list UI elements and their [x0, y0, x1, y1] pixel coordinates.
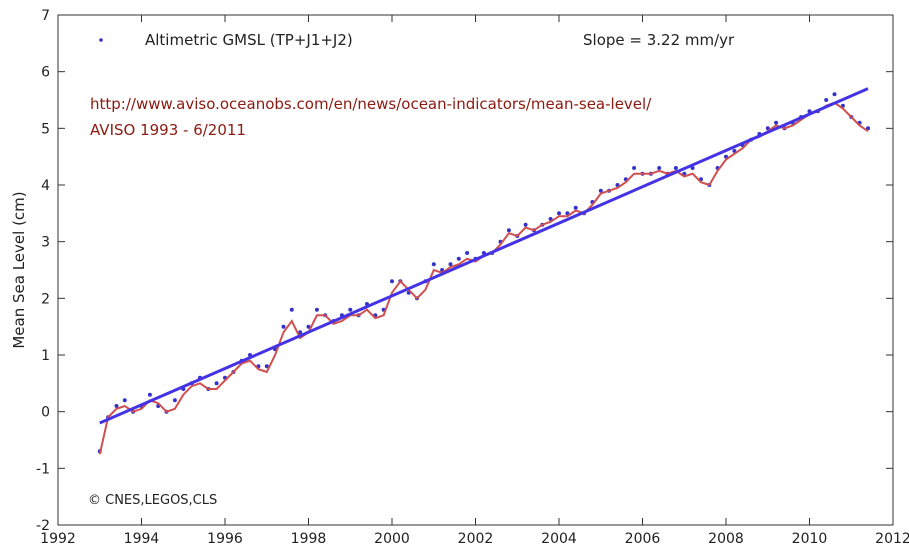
data-point: [523, 222, 528, 227]
x-tick-label: 2004: [541, 531, 577, 547]
data-point: [214, 381, 219, 386]
data-point: [866, 126, 870, 131]
data-point: [172, 398, 177, 403]
y-tick-label: 1: [41, 348, 50, 364]
y-tick-label: 4: [41, 178, 50, 194]
data-point: [824, 98, 829, 102]
y-tick-label: 7: [41, 8, 50, 24]
y-tick-label: 5: [41, 121, 50, 137]
x-tick-label: 2006: [625, 531, 661, 547]
y-tick-label: 0: [41, 405, 50, 421]
x-tick-label: 1996: [207, 531, 243, 547]
data-point: [573, 205, 578, 210]
legend-marker: [99, 38, 103, 42]
x-tick-label: 2012: [875, 531, 909, 547]
slope-annotation: Slope = 3.22 mm/yr: [583, 31, 735, 49]
data-point: [122, 398, 127, 403]
smoothed-series-line: [98, 101, 869, 455]
data-point: [456, 256, 461, 261]
data-point: [657, 166, 662, 170]
x-tick-label: 2002: [458, 531, 494, 547]
data-point: [348, 307, 353, 312]
x-tick-label: 2008: [708, 531, 744, 547]
data-point: [289, 307, 294, 312]
data-point: [598, 188, 603, 193]
legend-label: Altimetric GMSL (TP+J1+J2): [145, 31, 353, 49]
data-point: [774, 120, 779, 125]
x-tick-label: 1998: [291, 531, 327, 547]
data-point: [565, 211, 570, 216]
y-tick-label: -2: [36, 518, 50, 534]
data-points: [97, 92, 870, 454]
x-tick-label: 1994: [124, 531, 160, 547]
y-axis-title: Mean Sea Level (cm): [10, 191, 28, 348]
data-point: [431, 262, 436, 267]
legend: Altimetric GMSL (TP+J1+J2): [99, 31, 353, 49]
data-point: [264, 364, 269, 369]
data-point: [465, 251, 470, 255]
x-tick-label: 2010: [792, 531, 828, 547]
data-point: [448, 262, 453, 267]
period-annotation: AVISO 1993 - 6/2011: [90, 121, 246, 139]
data-point: [314, 307, 319, 312]
data-point: [765, 126, 770, 131]
y-tick-label: 6: [41, 65, 50, 81]
plot-frame: [57, 14, 894, 526]
x-tick-label: 2000: [374, 531, 410, 547]
axis-ticks: 1992 1994 1996 1998 2000 2002 2004 2006 2008 2010…: [36, 8, 909, 547]
x-tick-label: 1992: [40, 531, 76, 547]
trend-line: [99, 87, 869, 425]
data-point: [832, 92, 837, 97]
data-point: [298, 330, 303, 335]
data-point: [557, 211, 561, 216]
data-point: [147, 392, 152, 397]
data-point: [281, 324, 286, 329]
data-point: [114, 404, 119, 408]
data-point: [506, 228, 511, 233]
data-point: [673, 166, 678, 170]
y-tick-label: -1: [36, 461, 50, 477]
credit-annotation: © CNES,LEGOS,CLS: [88, 493, 217, 508]
y-tick-label: 3: [41, 235, 50, 251]
data-point: [390, 279, 394, 284]
data-point: [306, 324, 311, 329]
y-tick-label: 2: [41, 291, 50, 307]
data-point: [632, 166, 637, 170]
source-url-annotation: http://www.aviso.oceanobs.com/en/news/oc…: [90, 95, 652, 113]
